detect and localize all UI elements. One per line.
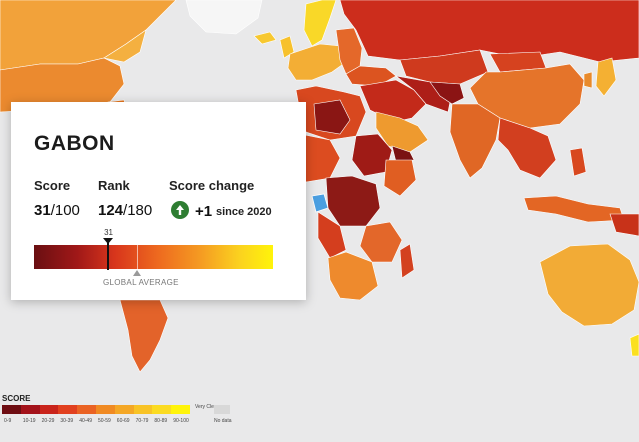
iceland-region[interactable] — [253, 31, 277, 45]
rank-max: /180 — [123, 202, 153, 219]
legend-range-label: 40-49 — [79, 418, 92, 424]
legend-swatch — [114, 405, 134, 414]
legend-range-label: 80-89 — [154, 418, 168, 424]
legend-range-label: 20-29 — [41, 418, 55, 424]
central-asia-region[interactable] — [399, 49, 489, 85]
legend-title: SCORE — [2, 394, 31, 403]
gabon-selected-region[interactable] — [311, 193, 329, 213]
legend-swatch — [2, 405, 21, 414]
legend-swatch — [133, 405, 153, 414]
libya-region[interactable] — [313, 99, 351, 135]
central-africa-region[interactable] — [325, 175, 381, 227]
global-average-triangle — [132, 270, 141, 276]
score-label: Score — [34, 178, 71, 193]
southern-africa-region[interactable] — [327, 251, 379, 301]
legend-swatch — [96, 405, 115, 414]
legend-range-label: 30-39 — [60, 418, 74, 424]
legend-range-label: 50-59 — [98, 418, 111, 424]
scandinavia-region[interactable] — [303, 0, 337, 47]
philippines-region[interactable] — [569, 147, 587, 177]
country-name: GABON — [34, 132, 115, 155]
rank-label: Rank — [98, 178, 130, 193]
score-number: 31 — [34, 202, 51, 219]
png-region[interactable] — [609, 213, 639, 237]
legend-no-data-swatch — [214, 405, 230, 414]
arrow-up-icon — [171, 201, 189, 219]
score-scale-bar — [34, 245, 273, 269]
global-average-line — [136, 245, 138, 269]
arabia-region[interactable] — [375, 111, 429, 153]
australia-region[interactable] — [539, 243, 639, 327]
rank-value: 124/180 — [98, 202, 152, 219]
south-america-region[interactable] — [119, 299, 169, 373]
score-change-label: Score change — [169, 178, 255, 193]
global-average-label: GLOBAL AVERAGE — [103, 278, 179, 287]
score-max: /100 — [50, 202, 80, 219]
score-marker-triangle — [103, 238, 114, 244]
score-change-value: +1 — [195, 203, 213, 220]
legend-range-label: 0-9 — [4, 418, 12, 424]
madagascar-region[interactable] — [399, 243, 415, 279]
rank-number: 124 — [98, 202, 124, 219]
legend-swatch — [77, 405, 96, 414]
afghanistan-region[interactable] — [429, 81, 465, 105]
score-marker-value: 31 — [104, 228, 113, 237]
china-region[interactable] — [469, 63, 585, 129]
middle-east-region[interactable] — [359, 79, 427, 123]
legend-swatch — [171, 405, 190, 414]
southeast-asia-region[interactable] — [497, 117, 557, 179]
legend-swatch — [20, 405, 40, 414]
japan-region[interactable] — [595, 57, 617, 97]
legend-range-label: 10-19 — [22, 418, 36, 424]
legend-range-label: 70-79 — [135, 418, 149, 424]
east-africa-south-region[interactable] — [359, 221, 403, 263]
western-europe-region[interactable] — [287, 43, 347, 81]
uk-region[interactable] — [279, 35, 295, 59]
score-value: 31/100 — [34, 202, 80, 219]
india-region[interactable] — [449, 103, 501, 179]
new-zealand-region[interactable] — [629, 333, 639, 357]
angola-region[interactable] — [317, 211, 347, 259]
yemen-region[interactable] — [391, 145, 415, 163]
score-marker-line — [107, 242, 110, 270]
legend-swatch — [152, 405, 172, 414]
east-canada-region[interactable] — [103, 29, 147, 63]
legend-swatch — [39, 405, 59, 414]
legend-no-data-label: No data — [214, 418, 232, 424]
legend-range-label: 90-100 — [173, 418, 189, 424]
ethiopia-region[interactable] — [383, 159, 417, 197]
greenland-region[interactable] — [185, 0, 263, 35]
korea-region[interactable] — [583, 71, 593, 89]
legend-swatch — [58, 405, 78, 414]
score-legend: SCORE 0-9 10-19 20-29 30-39 40-49 50-59 60-69 7… — [0, 394, 240, 434]
country-tooltip: GABON Score Rank Score change 31/100 124… — [11, 102, 306, 300]
score-change-since: since 2020 — [216, 206, 272, 218]
legend-range-label: 60-69 — [116, 418, 130, 424]
legend-very-clean: Very Clean — [195, 404, 220, 410]
